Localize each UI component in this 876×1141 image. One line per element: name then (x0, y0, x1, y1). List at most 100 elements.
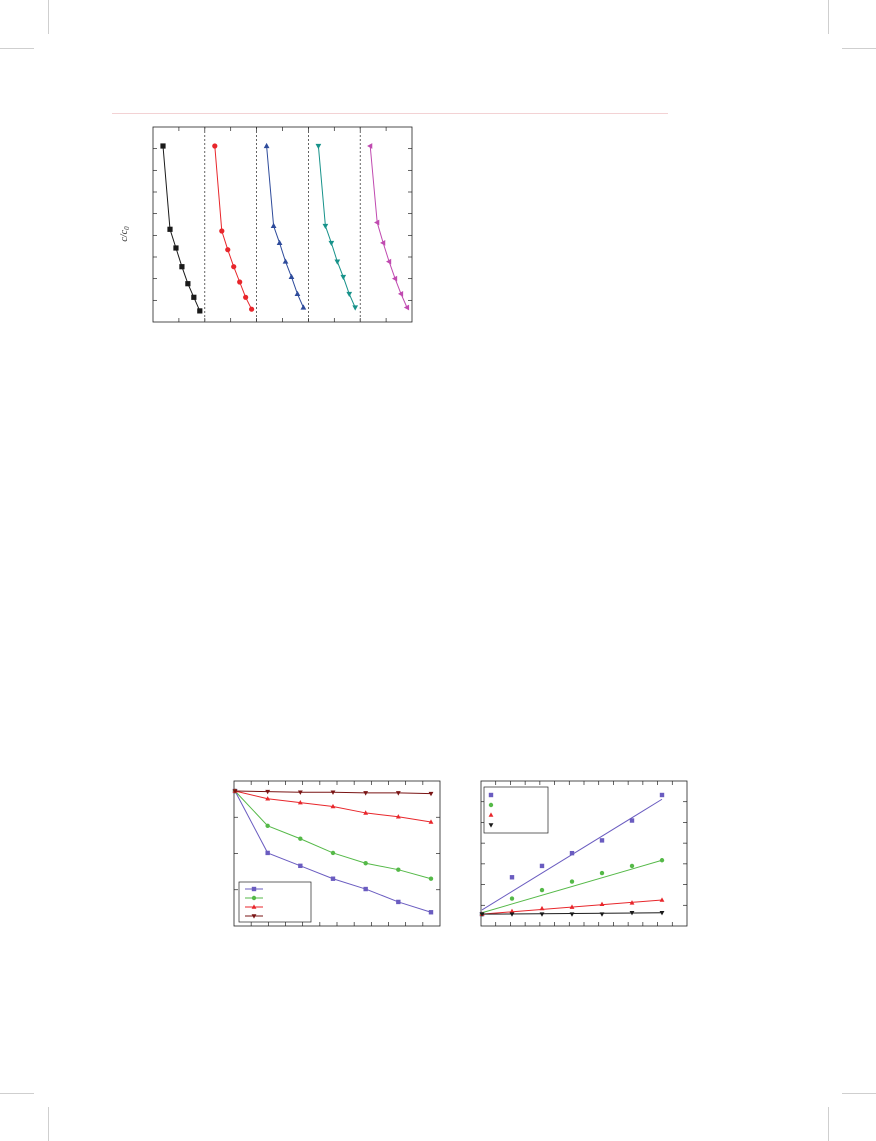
chart1-point (243, 294, 249, 300)
chart1-point (300, 304, 307, 310)
chart2-point (363, 791, 369, 796)
chart2-point (428, 876, 434, 881)
chart1-point (212, 143, 218, 149)
chart2-point (428, 910, 434, 915)
chart3-plot (479, 781, 687, 926)
chart1-plot (153, 127, 412, 322)
chart1-point (191, 294, 197, 300)
chart1-ylabel: c/c0 (119, 226, 131, 242)
chart1-point (276, 239, 283, 245)
chart2-point (395, 814, 401, 819)
crop-mark (828, 1107, 829, 1141)
chart3-legend-marker (488, 823, 494, 828)
chart3-point (629, 818, 635, 823)
chart1-point (380, 240, 386, 246)
chart3-point (569, 850, 575, 856)
chart1-point (403, 304, 410, 311)
chart1-point (288, 273, 295, 279)
chart3-point (479, 912, 485, 917)
chart1-point (294, 290, 301, 296)
chart1-point (263, 142, 270, 149)
chart3-point (659, 897, 665, 902)
chart3-point (629, 863, 635, 869)
chart3-point (539, 912, 545, 917)
crop-mark (842, 1093, 876, 1094)
chart3-point (659, 858, 665, 863)
chart2-point (298, 836, 303, 841)
chart2-point (396, 899, 401, 905)
chart1-point (322, 223, 329, 230)
crop-mark (48, 0, 49, 34)
crop-mark (0, 48, 34, 49)
chart1-point (167, 226, 173, 232)
chart2-point (232, 789, 238, 794)
chart1-point (282, 258, 289, 264)
chart2-point (363, 861, 368, 866)
chart3-point (629, 900, 635, 905)
chart1-point (346, 291, 353, 298)
chart2-point (330, 803, 336, 809)
chart1-point (367, 143, 373, 149)
chart1-point (270, 222, 277, 228)
chart1-point (197, 308, 203, 314)
chart3-point (599, 870, 605, 876)
chart1-point (179, 264, 185, 270)
chart3-legend-marker (488, 802, 494, 808)
chart2-legend-marker (251, 904, 257, 909)
chart3-point (539, 863, 545, 869)
chart3-point (509, 875, 515, 880)
crop-mark (48, 1107, 49, 1141)
chart2-point (297, 799, 303, 805)
chart1-point (391, 275, 398, 282)
chart1-point (374, 219, 380, 226)
chart2-point (298, 863, 303, 869)
chart2-point (396, 867, 401, 872)
chart2-point (297, 790, 303, 795)
chart3-point (539, 905, 545, 911)
chart3-fit-line (481, 859, 663, 914)
chart1-point (225, 247, 231, 253)
chart1-series-line (214, 145, 253, 310)
chart2-point (330, 850, 336, 856)
chart1-point (249, 306, 255, 312)
chart1-series-line (317, 145, 356, 308)
chart2-point (428, 791, 434, 797)
crop-mark (842, 48, 876, 49)
chart1-point (185, 281, 191, 287)
chart3-point (629, 910, 635, 916)
chart2-point (265, 850, 270, 856)
chart3-legend-marker (488, 812, 494, 817)
chart2-legend-marker (251, 895, 257, 901)
chart1-point (173, 245, 179, 251)
chart2-legend-marker (251, 886, 257, 892)
chart1-point (386, 258, 392, 265)
chart3-point (659, 792, 665, 798)
chart2-legend-marker (251, 914, 257, 919)
chart1-point (219, 228, 225, 234)
chart3-point (539, 887, 545, 893)
chart2-point (265, 796, 271, 801)
chart2-point (330, 790, 336, 795)
chart2-point (265, 789, 271, 795)
chart1-point (328, 240, 335, 247)
chart1-point (231, 264, 237, 270)
chart1-point (340, 274, 347, 281)
chart3-point (509, 912, 515, 917)
chart2-point (395, 791, 401, 796)
crop-mark (0, 1093, 34, 1094)
chart1-point (397, 291, 404, 297)
chart2-point (265, 823, 270, 829)
header-rule (112, 113, 668, 114)
chart3-point (599, 838, 605, 843)
chart1-point (237, 279, 243, 285)
chart2-point (330, 876, 336, 881)
chart2-point (363, 810, 369, 815)
chart3-point (599, 901, 605, 906)
chart3-point (569, 912, 575, 917)
crop-mark (828, 0, 829, 34)
chart1-point (160, 143, 166, 149)
chart2-point (428, 819, 434, 824)
chart3-point (569, 904, 575, 909)
chart1-series-line (369, 145, 408, 308)
